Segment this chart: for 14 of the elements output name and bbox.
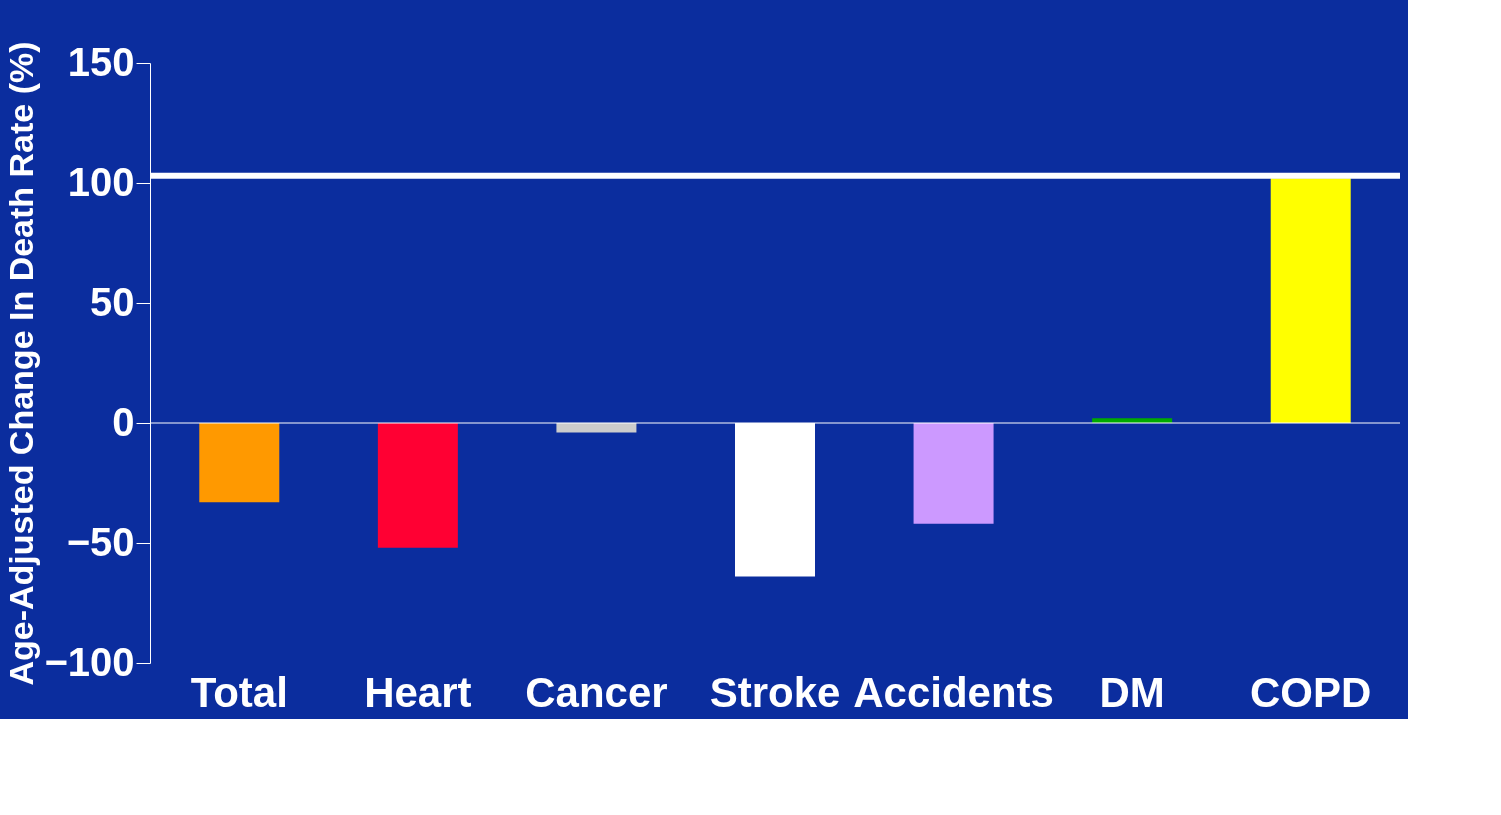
- x-tick-label: Total: [190, 668, 288, 716]
- x-tick-label: Heart: [364, 668, 472, 716]
- x-tick-label: DM: [1099, 668, 1165, 716]
- y-tick-label: 150: [67, 39, 135, 84]
- x-tick-label: Stroke: [709, 668, 841, 716]
- x-tick-label: Accidents: [853, 668, 1054, 716]
- x-tick-label: COPD: [1250, 668, 1372, 716]
- y-tick-label: −100: [44, 639, 135, 684]
- y-tick-label: 0: [112, 399, 135, 444]
- y-axis-title: Age-Adjusted Change In Death Rate (%): [2, 41, 41, 686]
- y-tick-label: 50: [90, 279, 135, 324]
- y-tick-label: 100: [67, 159, 135, 204]
- x-tick-label: Cancer: [525, 668, 668, 716]
- y-tick-label: −50: [66, 519, 135, 564]
